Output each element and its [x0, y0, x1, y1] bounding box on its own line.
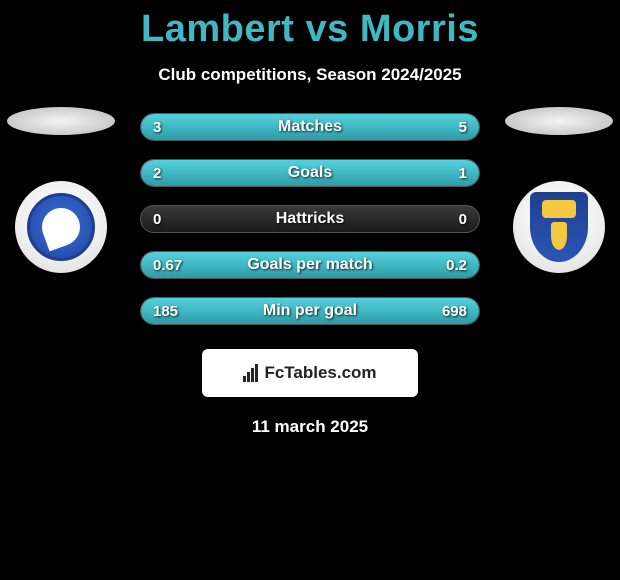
player-right-photo	[505, 107, 613, 135]
shield-crest-icon	[530, 192, 588, 262]
player-right-slot	[504, 107, 614, 273]
stat-value-right: 698	[442, 303, 467, 320]
chester-crest-icon	[27, 193, 95, 261]
stat-row-goals: 2 Goals 1	[140, 159, 480, 187]
comparison-main: 3 Matches 5 2 Goals 1 0 Hattricks 0 0.67…	[0, 113, 620, 437]
stat-label: Min per goal	[141, 302, 479, 320]
date-text: 11 march 2025	[0, 417, 620, 437]
player-left-photo	[7, 107, 115, 135]
page-title: Lambert vs Morris	[0, 0, 620, 51]
stat-label: Hattricks	[141, 210, 479, 228]
club-crest-left	[15, 181, 107, 273]
stat-bars: 3 Matches 5 2 Goals 1 0 Hattricks 0 0.67…	[140, 113, 480, 325]
stat-value-right: 0	[459, 211, 467, 228]
player-left-slot	[6, 107, 116, 273]
stat-row-matches: 3 Matches 5	[140, 113, 480, 141]
stat-row-hattricks: 0 Hattricks 0	[140, 205, 480, 233]
stat-label: Matches	[141, 118, 479, 136]
stat-value-right: 5	[459, 119, 467, 136]
stat-row-goals-per-match: 0.67 Goals per match 0.2	[140, 251, 480, 279]
branding-link[interactable]: FcTables.com	[202, 349, 418, 397]
club-crest-right	[513, 181, 605, 273]
branding-text: FcTables.com	[264, 363, 376, 383]
subtitle: Club competitions, Season 2024/2025	[0, 65, 620, 85]
stat-value-right: 0.2	[446, 257, 467, 274]
stat-value-right: 1	[459, 165, 467, 182]
stat-label: Goals per match	[141, 256, 479, 274]
stat-label: Goals	[141, 164, 479, 182]
bar-chart-icon	[243, 364, 258, 382]
stat-row-min-per-goal: 185 Min per goal 698	[140, 297, 480, 325]
